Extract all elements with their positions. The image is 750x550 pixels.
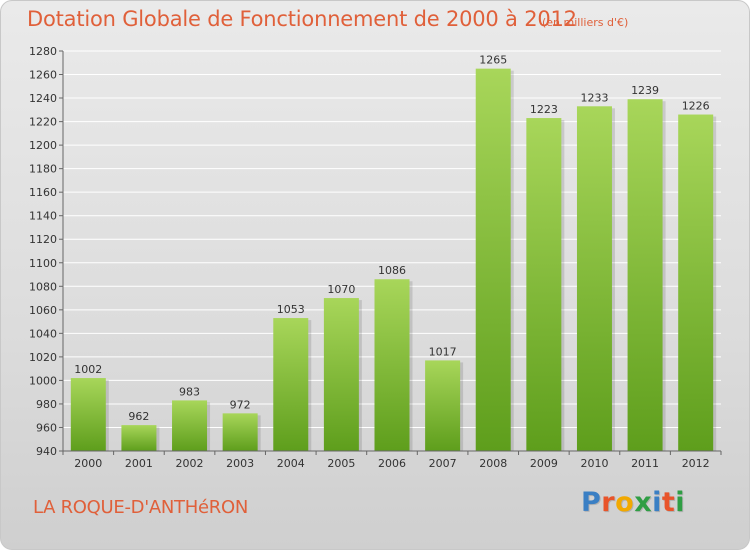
- chart-title: Dotation Globale de Fonctionnement de 20…: [27, 7, 577, 31]
- y-tick-label: 1120: [29, 233, 57, 246]
- proxiti-logo: Proxiti: [581, 487, 685, 518]
- data-label: 972: [230, 398, 251, 411]
- chart-unit: (en milliers d'€): [542, 16, 629, 29]
- y-tick-label: 1240: [29, 92, 57, 105]
- y-tick-label: 1200: [29, 139, 57, 152]
- data-label: 1086: [378, 264, 406, 277]
- x-tick-label: 2001: [125, 457, 153, 470]
- logo-letter: P: [581, 487, 602, 518]
- x-tick-label: 2005: [327, 457, 355, 470]
- data-label: 1239: [631, 84, 659, 97]
- data-label: 983: [179, 385, 200, 398]
- x-tick-label: 2009: [530, 457, 558, 470]
- bar: [627, 99, 663, 451]
- y-tick-label: 1100: [29, 257, 57, 270]
- y-tick-label: 960: [36, 421, 57, 434]
- data-label: 1226: [682, 100, 710, 113]
- logo-letter: r: [601, 487, 616, 518]
- data-label: 1265: [479, 54, 507, 67]
- bars: 1002 962 983 972 1053 1070 1086 1017 1265 1223 123…: [70, 54, 717, 451]
- bar: [374, 279, 410, 451]
- bar: [526, 118, 562, 451]
- data-label: 1053: [277, 303, 305, 316]
- x-tick-label: 2006: [378, 457, 406, 470]
- y-tick-label: 1160: [29, 186, 57, 199]
- axes: 940 960 980 1000 1020 1040 1060 1080 1100 1120 114…: [29, 45, 722, 470]
- x-tick-label: 2004: [277, 457, 305, 470]
- y-tick-label: 980: [36, 398, 57, 411]
- x-tick-label: 2002: [176, 457, 204, 470]
- y-tick-label: 1140: [29, 210, 57, 223]
- x-tick-label: 2007: [429, 457, 457, 470]
- data-label: 962: [128, 410, 149, 423]
- y-tick-label: 1260: [29, 69, 57, 82]
- x-tick-label: 2003: [226, 457, 254, 470]
- y-tick-label: 1060: [29, 304, 57, 317]
- y-tick-label: 1180: [29, 163, 57, 176]
- y-tick-label: 1080: [29, 280, 57, 293]
- bar: [425, 360, 461, 451]
- bar: [121, 425, 157, 451]
- logo-letter: o: [615, 487, 635, 518]
- bar: [323, 298, 359, 451]
- x-tick-label: 2010: [580, 457, 608, 470]
- y-tick-label: 1000: [29, 374, 57, 387]
- y-tick-label: 1020: [29, 351, 57, 364]
- bar: [70, 378, 106, 451]
- logo-letter: i: [675, 487, 686, 518]
- data-label: 1223: [530, 103, 558, 116]
- data-label: 1070: [327, 283, 355, 296]
- bar: [222, 413, 258, 451]
- bar: [172, 400, 208, 451]
- data-label: 1002: [74, 363, 102, 376]
- data-label: 1017: [429, 345, 457, 358]
- x-tick-label: 2008: [479, 457, 507, 470]
- bar: [576, 106, 612, 451]
- x-tick-label: 2012: [682, 457, 710, 470]
- x-tick-label: 2011: [631, 457, 659, 470]
- y-tick-label: 1280: [29, 45, 57, 58]
- logo-letter: t: [661, 487, 676, 518]
- y-tick-label: 1220: [29, 116, 57, 129]
- y-tick-label: 1040: [29, 327, 57, 340]
- bar: [273, 318, 309, 451]
- bar: [475, 68, 511, 451]
- bar: [678, 114, 714, 451]
- x-tick-label: 2000: [74, 457, 102, 470]
- y-tick-label: 940: [36, 445, 57, 458]
- logo-letter: x: [634, 487, 653, 518]
- logo-letter: i: [652, 487, 662, 518]
- data-label: 1233: [580, 91, 608, 104]
- commune-name: LA ROQUE-D'ANTHéRON: [33, 497, 248, 518]
